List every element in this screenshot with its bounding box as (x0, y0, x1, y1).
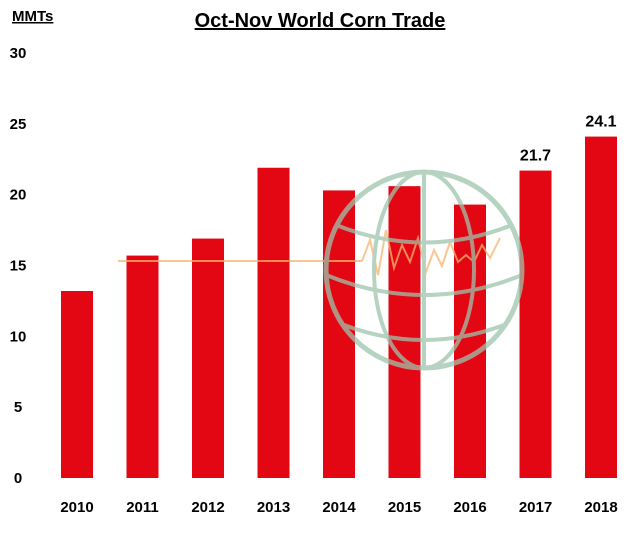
bar-2018 (585, 136, 617, 479)
x-tick-label: 2014 (322, 499, 356, 516)
y-axis-ticks: 0 5 10 15 20 25 30 (10, 45, 27, 487)
data-labels: 21.7 24.1 (520, 114, 617, 165)
bar-2012 (192, 238, 224, 478)
x-axis-ticks: 2010 2011 2012 2013 2014 2015 2016 2017 2018 (60, 499, 617, 516)
x-tick-label: 2016 (453, 499, 486, 516)
bar-2011 (126, 255, 159, 478)
chart-title: Oct-Nov World Corn Trade (195, 10, 446, 32)
bar-2015 (388, 186, 421, 478)
y-tick-label: 10 (10, 328, 27, 345)
globe-latitude (335, 223, 513, 245)
x-tick-label: 2012 (191, 499, 224, 516)
y-tick-label: 20 (10, 187, 27, 204)
y-tick-label: 30 (10, 45, 27, 62)
globe-latitude (343, 323, 505, 342)
bar-2017 (519, 170, 552, 479)
bars (61, 136, 617, 479)
data-label: 24.1 (585, 114, 616, 131)
bar-2013 (257, 167, 290, 478)
y-tick-label: 15 (10, 258, 27, 275)
x-tick-label: 2010 (60, 499, 93, 516)
x-tick-label: 2018 (584, 499, 617, 516)
data-label: 21.7 (520, 148, 551, 165)
globe-latitude (325, 273, 523, 297)
y-tick-label: 0 (14, 470, 22, 487)
x-tick-label: 2011 (126, 499, 159, 516)
x-tick-label: 2017 (519, 499, 552, 516)
bar-2010 (61, 291, 93, 478)
x-tick-label: 2015 (388, 499, 421, 516)
x-tick-label: 2013 (257, 499, 290, 516)
y-tick-label: 5 (14, 399, 22, 416)
globe-watermark-icon (118, 169, 525, 371)
y-axis-unit-label: MMTs (12, 8, 53, 25)
y-tick-label: 25 (10, 116, 27, 133)
